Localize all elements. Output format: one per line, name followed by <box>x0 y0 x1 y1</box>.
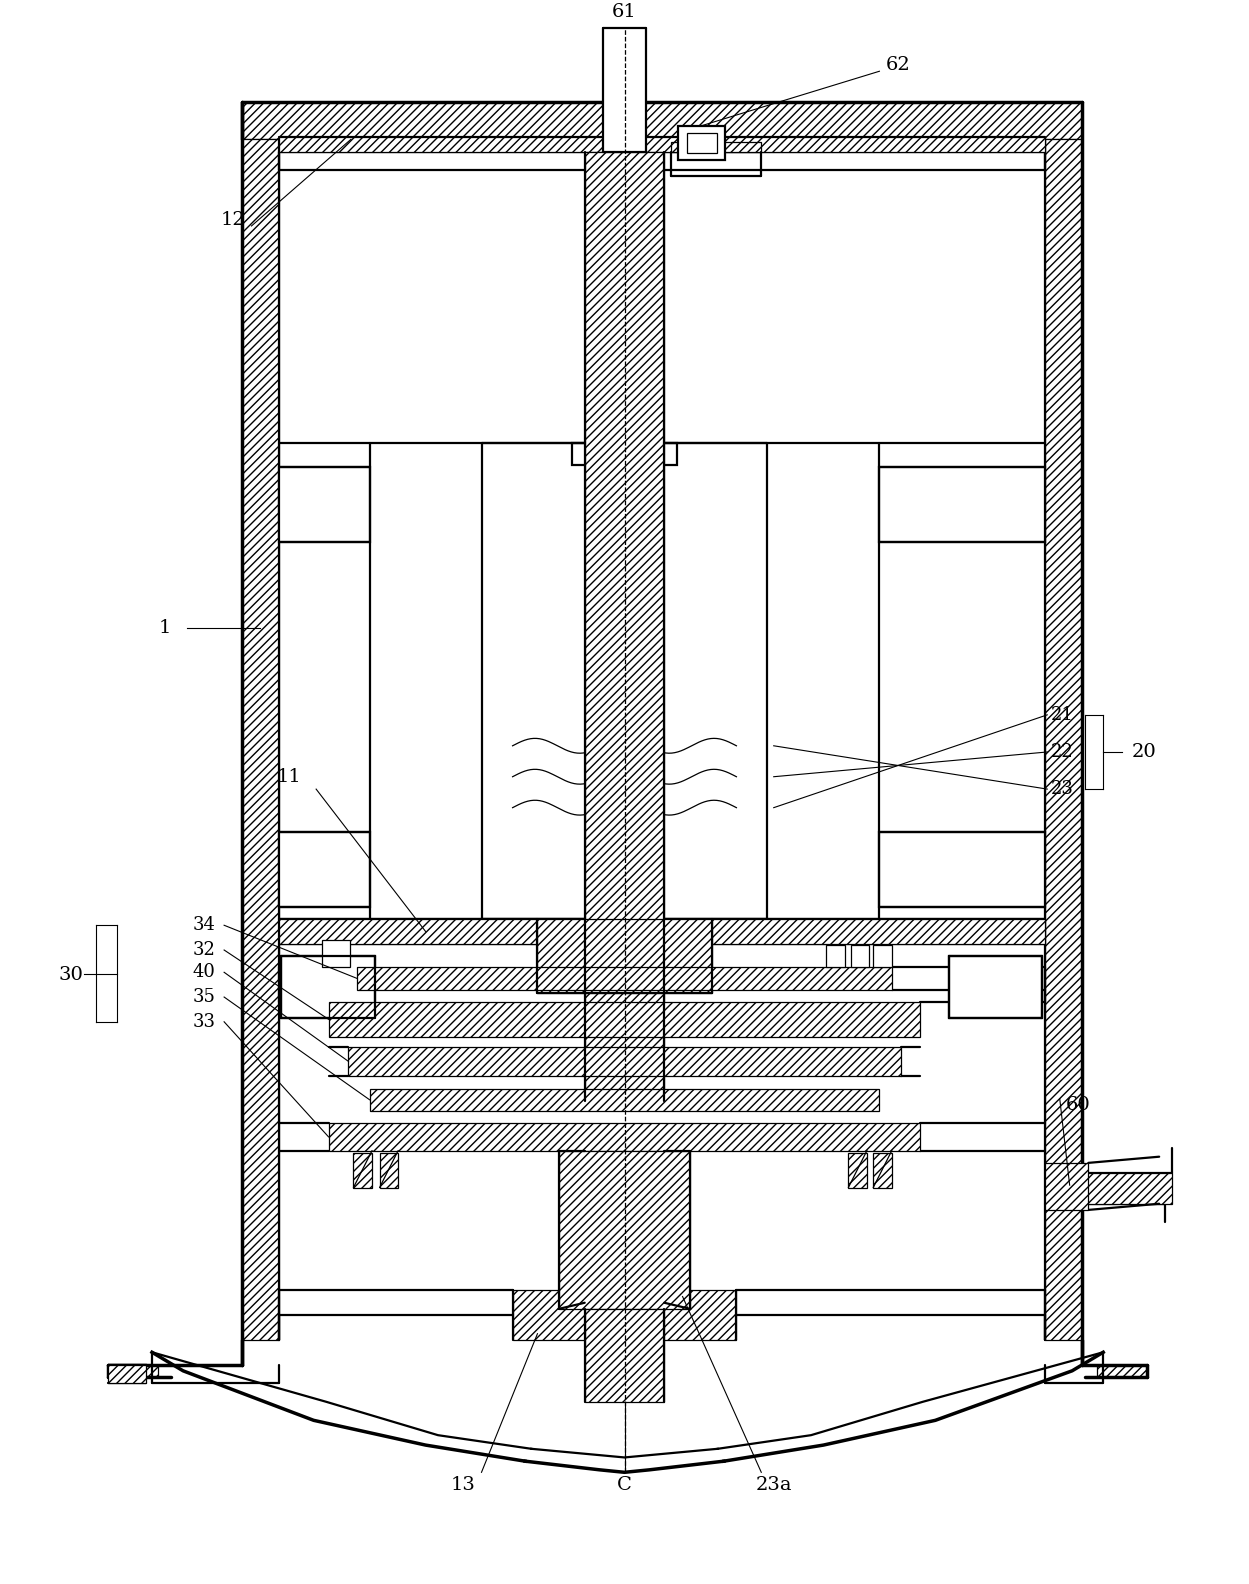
Bar <box>678 125 726 160</box>
Bar <box>848 1153 867 1188</box>
Bar <box>873 946 892 968</box>
Bar <box>241 139 279 1340</box>
Bar <box>109 1365 159 1376</box>
Bar <box>949 957 1043 1019</box>
Bar <box>558 1150 691 1308</box>
Bar <box>873 1153 892 1188</box>
Bar <box>687 133 717 154</box>
Bar <box>279 467 370 542</box>
Bar <box>572 442 677 464</box>
Bar <box>328 1003 921 1036</box>
Bar <box>281 957 375 1019</box>
Bar <box>279 136 1044 152</box>
Bar <box>585 1308 664 1402</box>
Text: 23a: 23a <box>756 1476 792 1494</box>
Text: 11: 11 <box>276 768 301 786</box>
Text: 33: 33 <box>192 1012 216 1031</box>
Bar <box>241 103 1082 139</box>
Text: 21: 21 <box>1050 706 1074 724</box>
Text: 32: 32 <box>192 941 216 958</box>
Bar <box>1044 139 1082 1340</box>
Text: 34: 34 <box>192 916 216 935</box>
Bar <box>585 152 664 1101</box>
Bar <box>1044 1172 1172 1204</box>
Text: 22: 22 <box>1050 743 1074 760</box>
Text: 30: 30 <box>59 966 84 984</box>
Bar <box>1044 1163 1088 1210</box>
Text: 20: 20 <box>1132 743 1157 760</box>
Bar <box>357 968 892 990</box>
Text: 23: 23 <box>1050 779 1074 798</box>
Text: 60: 60 <box>1065 1096 1090 1114</box>
Bar <box>879 833 1044 906</box>
Bar <box>512 1291 737 1340</box>
Bar <box>370 1088 879 1110</box>
Text: 13: 13 <box>451 1476 476 1494</box>
Bar <box>1097 1365 1147 1376</box>
Bar <box>851 946 869 968</box>
Bar <box>879 467 1044 542</box>
Bar <box>353 1153 372 1188</box>
Text: C: C <box>617 1476 632 1494</box>
Bar <box>109 1365 146 1383</box>
Bar <box>537 919 712 993</box>
Text: 40: 40 <box>192 963 216 980</box>
Bar <box>826 946 844 968</box>
Text: 1: 1 <box>159 619 171 637</box>
Bar <box>322 939 350 968</box>
Text: 12: 12 <box>220 211 245 228</box>
Text: 61: 61 <box>612 3 637 21</box>
Text: 62: 62 <box>886 55 911 74</box>
Bar <box>603 29 646 152</box>
Bar <box>671 143 762 152</box>
Text: 35: 35 <box>192 988 216 1006</box>
Bar <box>328 1123 921 1150</box>
Bar <box>348 1047 901 1076</box>
Bar <box>380 1153 398 1188</box>
Bar <box>279 833 370 906</box>
Bar <box>279 919 1044 944</box>
